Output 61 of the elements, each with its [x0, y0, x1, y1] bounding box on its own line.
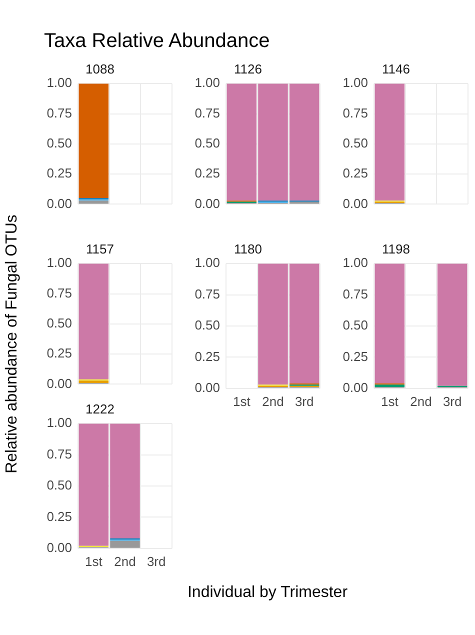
x-tick-label: 1st — [84, 554, 103, 569]
y-tick-label: 0.00 — [46, 540, 72, 555]
chart-title: 1222 — [86, 401, 114, 416]
bar — [374, 84, 405, 201]
y-tick-label: 0.75 — [342, 105, 368, 120]
bar — [78, 264, 109, 380]
y-tick-label: 1.00 — [342, 75, 368, 90]
x-tick-label: 2nd — [262, 394, 284, 409]
y-tick-label: 0.00 — [342, 380, 368, 395]
y-tick-label: 0.25 — [46, 166, 72, 181]
y-tick-label: 0.25 — [46, 508, 72, 524]
x-tick-label: 3rd — [442, 394, 462, 409]
y-tick-label: 0.00 — [46, 376, 72, 391]
bar — [78, 84, 109, 198]
bar — [78, 200, 109, 204]
y-tick-label: 0.50 — [342, 135, 368, 150]
y-tick-label: 0.00 — [46, 196, 72, 211]
chart-title: Taxa Relative Abundance — [44, 30, 270, 53]
y-tick-label: 0.00 — [194, 196, 220, 211]
y-tick-label: 1.00 — [194, 255, 220, 270]
y-tick-label: 0.50 — [194, 135, 220, 150]
bar — [374, 384, 405, 388]
x-tick-label: 3rd — [294, 394, 314, 409]
y-axis-title: Relative abundance of Fungal OTUs — [4, 214, 22, 476]
y-tick-label: 0.75 — [46, 446, 72, 462]
chart-title: 1157 — [86, 241, 114, 256]
y-tick-label: 0.75 — [342, 286, 368, 302]
bar — [437, 264, 468, 386]
chart-subtitle: 1088 — [86, 61, 114, 76]
y-tick-label: 0.25 — [342, 348, 368, 364]
y-tick-label: 0.50 — [342, 318, 368, 333]
y-tick-label: 1.00 — [46, 415, 72, 430]
x-tick-label: 1st — [232, 394, 251, 409]
x-tick-label: 2nd — [114, 554, 136, 569]
y-tick-label: 0.75 — [194, 105, 220, 120]
y-tick-label: 0.75 — [194, 286, 220, 302]
y-tick-label: 0.50 — [46, 315, 72, 330]
y-tick-label: 0.75 — [46, 105, 72, 120]
chart-title: 1180 — [234, 241, 262, 256]
x-tick-label: 2nd — [410, 394, 432, 409]
y-tick-label: 0.25 — [342, 166, 368, 181]
x-tick-label: 1st — [380, 394, 399, 409]
chart-title: 1198 — [382, 241, 410, 256]
chart-title: 1146 — [382, 61, 410, 76]
bar — [374, 264, 405, 384]
y-tick-label: 0.25 — [194, 166, 220, 181]
y-tick-label: 0.50 — [194, 318, 220, 333]
x-axis-title: Individual by Trimester — [186, 584, 349, 602]
y-tick-label: 1.00 — [46, 75, 72, 90]
y-tick-label: 0.50 — [46, 478, 72, 493]
y-tick-label: 0.25 — [194, 348, 220, 364]
y-tick-label: 0.00 — [194, 380, 220, 395]
y-tick-label: 1.00 — [194, 75, 220, 90]
y-tick-label: 0.50 — [46, 135, 72, 150]
y-tick-label: 0.00 — [342, 196, 368, 211]
y-tick-label: 1.00 — [46, 255, 72, 270]
y-tick-label: 1.00 — [342, 255, 368, 270]
y-tick-label: 0.75 — [46, 285, 72, 300]
y-tick-label: 0.25 — [46, 346, 72, 361]
x-tick-label: 3rd — [146, 554, 166, 569]
chart-title: 1126 — [234, 61, 262, 76]
